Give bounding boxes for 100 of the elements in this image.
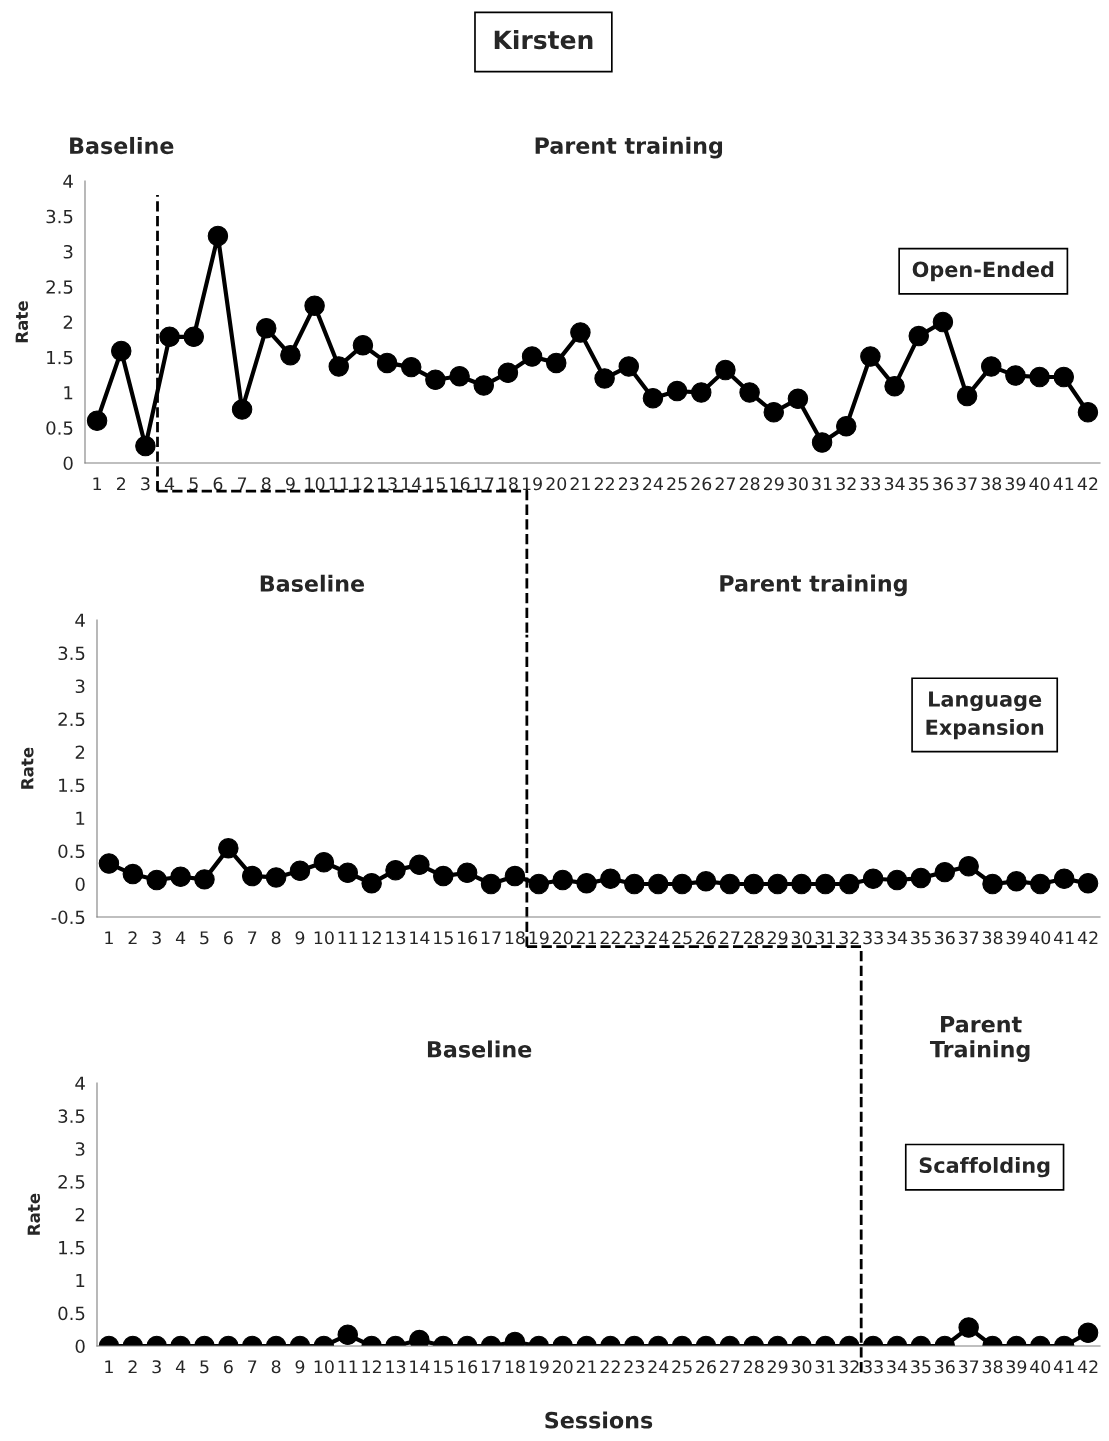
y-tick-label: 2: [63, 315, 73, 329]
x-tick-label: 34: [887, 931, 908, 945]
x-tick-label: 11: [338, 931, 358, 945]
x-tick-label: 38: [981, 477, 1002, 491]
x-tick-label: 41: [1053, 1360, 1074, 1374]
x-tick-label: 4: [164, 477, 175, 491]
x-tick-label: 22: [600, 931, 620, 945]
x-tick-label: 14: [402, 477, 422, 491]
x-tick-label: 21: [570, 477, 590, 491]
x-tick-label: 23: [624, 1360, 644, 1374]
x-tick-label: 29: [767, 1360, 788, 1374]
y-tick-label: 2.5: [58, 1175, 85, 1189]
text: Baseline: [70, 136, 174, 155]
x-tick-label: 12: [362, 931, 381, 945]
annotation: Scaffolding: [919, 1157, 1050, 1178]
x-tick-label: 9: [285, 477, 295, 491]
x-tick-label: 18: [505, 1360, 525, 1374]
x-tick-label: 42: [1077, 477, 1098, 491]
x-tick-label: 38: [982, 931, 1003, 945]
x-tick-label: 26: [691, 477, 712, 491]
x-tick-label: 33: [863, 1360, 883, 1374]
annotation: Language Expansion: [926, 691, 1044, 740]
x-tick-label: 2: [117, 477, 126, 491]
x-tick-label: 21: [576, 1360, 596, 1374]
x-tick-label: 39: [1005, 477, 1026, 491]
x-tick-label: 26: [696, 1360, 716, 1374]
x-tick-label: 1: [105, 931, 113, 945]
x-tick-label: 16: [458, 1360, 478, 1374]
y-tick-label: 2: [75, 745, 85, 759]
y-tick-label: 3.5: [58, 1109, 85, 1123]
annotation: Open-Ended: [912, 261, 1054, 282]
x-tick-label: 15: [434, 1360, 453, 1374]
x-tick-label: 15: [434, 931, 453, 945]
y-tick-label: 0.5: [46, 421, 73, 435]
x-tick-label: 14: [410, 931, 430, 945]
x-tick-label: 37: [958, 1360, 979, 1374]
x-tick-label: 39: [1006, 1360, 1027, 1374]
y-tick-label: 3: [75, 679, 85, 694]
x-tick-label: 19: [522, 477, 542, 491]
y-tick-label: 3: [63, 244, 73, 259]
y-tick-label: 0.5: [58, 1306, 85, 1321]
x-tick-label: 5: [189, 477, 198, 491]
x-tick-label: 13: [386, 1360, 406, 1374]
x-tick-label: 27: [715, 477, 735, 491]
x-tick-label: 36: [935, 1360, 955, 1374]
y-tick-label: 3.5: [46, 209, 73, 224]
y-tick-label: 1.5: [59, 1241, 85, 1255]
text: Parent training: [535, 136, 723, 159]
x-tick-label: 28: [743, 931, 764, 945]
x-tick-label: 40: [1030, 931, 1051, 945]
x-tick-label: 29: [767, 931, 788, 945]
y-tick-label: 2.5: [46, 280, 73, 294]
x-tick-label: 2: [128, 931, 137, 945]
x-tick-label: 34: [884, 477, 905, 491]
x-tick-label: 1: [105, 1360, 113, 1374]
x-tick-label: 32: [839, 931, 859, 945]
y-tick-label: 0: [63, 456, 73, 471]
x-tick-label: 20: [546, 477, 567, 491]
x-tick-label: 24: [648, 931, 669, 945]
y-tick-label: 1: [64, 386, 73, 400]
x-tick-label: 19: [529, 1360, 549, 1374]
x-tick-label: 7: [248, 931, 257, 945]
x-tick-label: 19: [529, 931, 549, 945]
x-tick-label: 33: [860, 477, 881, 491]
x-tick-label: 25: [667, 477, 687, 491]
x-tick-label: 6: [224, 931, 233, 945]
y-tick-label: 0: [75, 1339, 85, 1354]
x-tick-label: 40: [1030, 1360, 1051, 1374]
x-tick-label: 36: [933, 477, 953, 491]
x-tick-label: 36: [935, 931, 955, 945]
y-axis-title: Rate: [15, 301, 29, 343]
x-tick-label: 9: [295, 1360, 305, 1374]
x-tick-label: 42: [1077, 931, 1098, 945]
x-tick-label: 24: [643, 477, 663, 491]
x-tick-label: 10: [314, 931, 334, 945]
x-tick-label: 31: [812, 477, 832, 491]
x-tick-label: 41: [1053, 931, 1074, 945]
x-tick-label: 11: [329, 477, 349, 491]
x-tick-label: 25: [672, 931, 692, 945]
x-tick-label: 18: [505, 931, 525, 945]
y-tick-label: 3.5: [58, 646, 85, 661]
y-tick-label: 4: [75, 613, 85, 627]
x-tick-label: 30: [791, 931, 812, 945]
x-tick-label: 20: [552, 931, 573, 945]
x-tick-label: 41: [1053, 477, 1074, 491]
text: Parent training: [720, 574, 907, 597]
text: Baseline: [427, 1040, 532, 1058]
text: Parent Training: [929, 1016, 1030, 1062]
y-tick-label: 1.5: [47, 350, 73, 365]
text: Baseline: [260, 574, 365, 592]
x-tick-label: 10: [314, 1360, 334, 1374]
x-tick-label: 3: [152, 931, 161, 945]
x-tick-label: 32: [839, 1360, 859, 1374]
y-tick-label: 2.5: [58, 712, 85, 727]
x-tick-label: 18: [498, 477, 518, 491]
x-axis-title: Sessions: [545, 1411, 653, 1429]
y-tick-label: 1.5: [59, 778, 85, 793]
x-tick-label: 10: [305, 477, 325, 491]
x-tick-label: 13: [377, 477, 397, 491]
x-tick-label: 23: [618, 477, 639, 491]
